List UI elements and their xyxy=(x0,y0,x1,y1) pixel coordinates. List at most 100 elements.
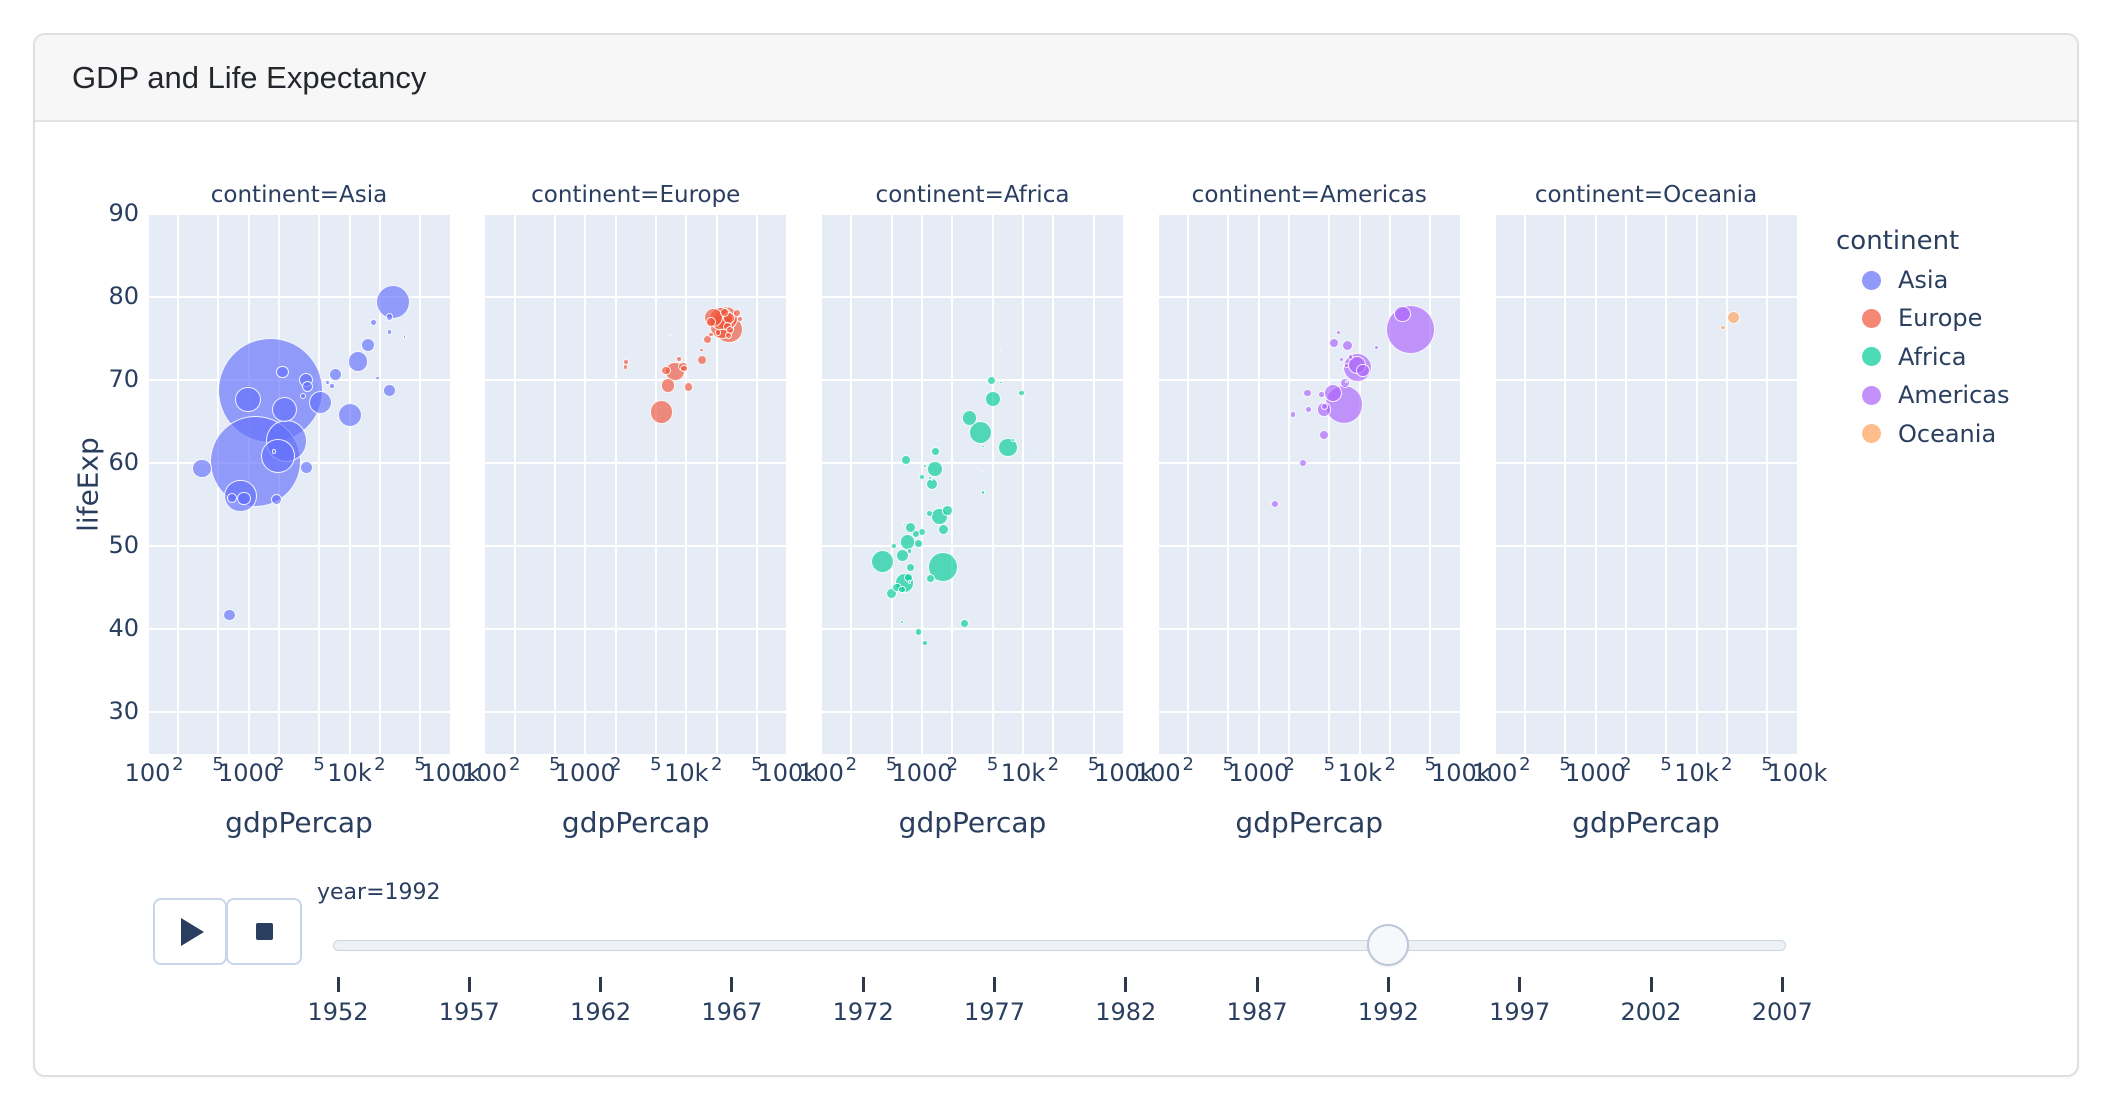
data-point-sierra-leone[interactable] xyxy=(921,639,929,647)
legend-item-asia[interactable]: Asia xyxy=(1862,266,1948,294)
data-point-morocco[interactable] xyxy=(961,410,978,427)
data-point-sweden[interactable] xyxy=(719,307,729,317)
data-point-swaziland[interactable] xyxy=(981,470,985,474)
slider-tick-label[interactable]: 1967 xyxy=(701,998,763,1026)
data-point-united-states[interactable] xyxy=(1386,304,1436,355)
data-point-burkina-faso[interactable] xyxy=(914,539,924,549)
data-point-vietnam[interactable] xyxy=(235,386,261,413)
data-point-ghana[interactable] xyxy=(925,477,939,490)
data-point-sao-tome-and-principe[interactable] xyxy=(936,439,939,442)
data-point-philippines[interactable] xyxy=(272,396,298,422)
data-point-lebanon[interactable] xyxy=(329,383,335,389)
data-point-zimbabwe[interactable] xyxy=(900,454,911,465)
data-point-gambia[interactable] xyxy=(902,522,906,526)
data-point-senegal[interactable] xyxy=(931,447,941,457)
data-point-mozambique[interactable] xyxy=(886,587,898,600)
data-point-uruguay[interactable] xyxy=(1347,354,1354,360)
data-point-turkey[interactable] xyxy=(649,400,674,424)
data-point-hungary[interactable] xyxy=(683,381,694,392)
data-point-central-african-republic[interactable] xyxy=(906,548,913,554)
data-point-madagascar[interactable] xyxy=(905,522,917,534)
data-point-kuwait[interactable] xyxy=(402,335,407,339)
data-point-portugal[interactable] xyxy=(702,334,713,345)
data-point-benin[interactable] xyxy=(926,510,934,517)
data-point-nepal[interactable] xyxy=(236,491,251,506)
data-point-iceland[interactable] xyxy=(725,306,728,309)
data-point-greece[interactable] xyxy=(705,316,716,327)
data-point-equatorial-guinea[interactable] xyxy=(926,565,929,568)
data-point-hong-kong-china[interactable] xyxy=(385,313,393,321)
data-point-cameroon[interactable] xyxy=(942,504,954,516)
data-point-venezuela[interactable] xyxy=(1355,363,1370,378)
data-point-costa-rica[interactable] xyxy=(1335,329,1342,336)
data-point-croatia[interactable] xyxy=(675,355,683,363)
data-point-panama[interactable] xyxy=(1339,357,1345,363)
animation-slider-track[interactable] xyxy=(333,940,1786,951)
data-point-gabon[interactable] xyxy=(1034,450,1038,454)
data-point-afghanistan[interactable] xyxy=(223,608,236,622)
stop-button[interactable] xyxy=(226,898,302,965)
data-point-jamaica[interactable] xyxy=(1344,362,1349,368)
data-point-eritrea[interactable] xyxy=(890,543,897,549)
data-point-israel[interactable] xyxy=(369,319,377,326)
data-point-tunisia[interactable] xyxy=(987,375,996,385)
data-point-botswana[interactable] xyxy=(1011,438,1015,442)
data-point-egypt[interactable] xyxy=(968,420,993,445)
data-point-haiti[interactable] xyxy=(1271,499,1280,508)
data-point-cote-d-ivoire[interactable] xyxy=(938,523,950,535)
data-point-jordan[interactable] xyxy=(299,393,306,400)
slider-tick-label[interactable]: 2007 xyxy=(1751,998,1813,1026)
data-point-somalia[interactable] xyxy=(914,628,923,636)
data-point-trinidad-and-tobago[interactable] xyxy=(1344,379,1349,383)
data-point-guinea[interactable] xyxy=(912,530,921,538)
slider-tick-label[interactable]: 1992 xyxy=(1357,998,1419,1026)
facet-plot-europe[interactable] xyxy=(484,214,788,754)
data-point-namibia[interactable] xyxy=(980,444,985,449)
data-point-australia[interactable] xyxy=(1727,310,1741,324)
data-point-ethiopia[interactable] xyxy=(871,550,895,574)
data-point-angola[interactable] xyxy=(959,619,969,629)
data-point-paraguay[interactable] xyxy=(1318,391,1325,398)
data-point-mongolia[interactable] xyxy=(271,449,277,454)
data-point-singapore[interactable] xyxy=(386,329,392,335)
data-point-liberia[interactable] xyxy=(900,620,905,625)
data-point-mauritius[interactable] xyxy=(999,380,1003,384)
slider-tick-label[interactable]: 1952 xyxy=(307,998,369,1026)
legend-item-europe[interactable]: Europe xyxy=(1862,304,1982,332)
slider-tick-label[interactable]: 1982 xyxy=(1095,998,1157,1026)
data-point-guinea-bissau[interactable] xyxy=(907,580,911,584)
data-point-korea-rep[interactable] xyxy=(347,351,369,372)
data-point-west-bank-and-gaza[interactable] xyxy=(325,380,330,385)
data-point-romania[interactable] xyxy=(660,377,676,393)
data-point-uganda[interactable] xyxy=(896,549,910,563)
data-point-slovak-republic[interactable] xyxy=(680,365,688,373)
data-point-albania[interactable] xyxy=(622,364,629,370)
data-point-norway[interactable] xyxy=(736,316,744,323)
slider-tick-label[interactable]: 1972 xyxy=(832,998,894,1026)
data-point-honduras[interactable] xyxy=(1304,406,1312,414)
data-point-togo[interactable] xyxy=(919,473,926,480)
facet-plot-asia[interactable] xyxy=(147,214,451,754)
data-point-lesotho[interactable] xyxy=(922,463,927,468)
data-point-slovenia[interactable] xyxy=(699,347,704,352)
data-point-czech-republic[interactable] xyxy=(696,355,707,365)
data-point-montenegro[interactable] xyxy=(669,333,672,336)
facet-plot-americas[interactable] xyxy=(1157,214,1461,754)
data-point-japan[interactable] xyxy=(375,285,410,320)
data-point-djibouti[interactable] xyxy=(959,531,961,534)
data-point-malaysia[interactable] xyxy=(329,367,343,381)
data-point-canada[interactable] xyxy=(1394,305,1411,323)
facet-plot-africa[interactable] xyxy=(821,214,1124,754)
data-point-nicaragua[interactable] xyxy=(1289,411,1296,418)
data-point-kenya[interactable] xyxy=(927,461,943,477)
data-point-pakistan[interactable] xyxy=(261,439,296,473)
slider-tick-label[interactable]: 1987 xyxy=(1226,998,1288,1026)
data-point-saudi-arabia[interactable] xyxy=(383,383,396,397)
data-point-thailand[interactable] xyxy=(309,390,333,414)
data-point-ireland[interactable] xyxy=(708,331,714,338)
data-point-cambodia[interactable] xyxy=(226,492,237,503)
data-point-reunion[interactable] xyxy=(1000,348,1003,352)
data-point-bahrain[interactable] xyxy=(376,357,379,360)
data-point-denmark[interactable] xyxy=(725,332,733,340)
data-point-ecuador[interactable] xyxy=(1339,378,1350,389)
